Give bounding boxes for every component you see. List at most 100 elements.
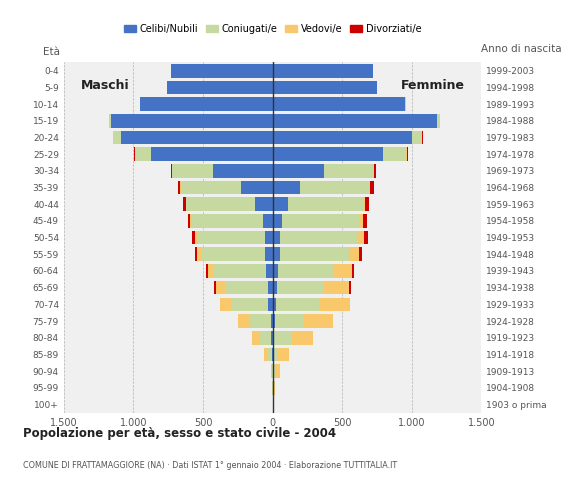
Bar <box>363 197 365 211</box>
Bar <box>111 114 273 128</box>
Bar <box>406 147 407 161</box>
Legend: Celibi/Nubili, Coniugati/e, Vedovi/e, Divorziati/e: Celibi/Nubili, Coniugati/e, Vedovi/e, Di… <box>120 20 425 38</box>
Bar <box>195 248 197 261</box>
Bar <box>324 281 349 295</box>
Text: COMUNE DI FRATTAMAGGIORE (NA) · Dati ISTAT 1° gennaio 2004 · Elaborazione TUTTIT: COMUNE DI FRATTAMAGGIORE (NA) · Dati IST… <box>23 461 397 470</box>
Bar <box>274 331 291 345</box>
Bar <box>360 214 363 228</box>
Bar <box>260 331 271 345</box>
Bar <box>275 314 303 328</box>
Bar <box>363 214 367 228</box>
Bar <box>278 348 289 361</box>
Bar <box>383 147 406 161</box>
Bar <box>140 97 273 111</box>
Bar <box>412 131 422 144</box>
Bar <box>278 264 334 278</box>
Bar <box>264 348 269 361</box>
Bar <box>171 164 172 178</box>
Bar <box>192 231 195 244</box>
Bar <box>265 248 273 261</box>
Bar <box>358 231 364 244</box>
Bar <box>197 248 201 261</box>
Bar <box>263 214 273 228</box>
Bar <box>188 214 190 228</box>
Bar <box>273 281 277 295</box>
Bar <box>352 264 354 278</box>
Bar <box>273 164 324 178</box>
Bar <box>349 281 350 295</box>
Bar <box>206 264 208 278</box>
Bar <box>273 114 437 128</box>
Bar <box>374 164 376 178</box>
Bar <box>269 348 272 361</box>
Bar <box>231 298 269 311</box>
Bar <box>186 197 255 211</box>
Bar <box>190 214 192 228</box>
Bar <box>274 348 278 361</box>
Bar <box>273 331 274 345</box>
Bar <box>109 114 111 128</box>
Bar <box>213 164 273 178</box>
Bar <box>282 214 360 228</box>
Bar <box>241 180 273 194</box>
Bar <box>220 298 231 311</box>
Bar <box>177 180 180 194</box>
Bar <box>181 180 241 194</box>
Bar <box>271 364 273 378</box>
Bar <box>370 180 374 194</box>
Bar <box>272 381 273 395</box>
Bar <box>171 64 273 78</box>
Text: Maschi: Maschi <box>81 79 129 92</box>
Bar <box>214 281 216 295</box>
Bar <box>183 197 186 211</box>
Bar <box>266 264 273 278</box>
Bar <box>172 164 213 178</box>
Bar <box>151 147 273 161</box>
Bar <box>407 147 408 161</box>
Bar <box>121 131 273 144</box>
Bar <box>300 180 369 194</box>
Bar <box>201 248 265 261</box>
Bar <box>324 164 373 178</box>
Bar <box>273 180 300 194</box>
Bar <box>272 348 273 361</box>
Bar <box>273 381 276 395</box>
Bar <box>273 364 275 378</box>
Bar <box>273 64 373 78</box>
Bar <box>255 197 273 211</box>
Bar <box>280 231 358 244</box>
Bar <box>288 197 363 211</box>
Bar <box>273 131 412 144</box>
Bar <box>369 180 370 194</box>
Bar <box>273 314 275 328</box>
Text: Popolazione per età, sesso e stato civile - 2004: Popolazione per età, sesso e stato civil… <box>23 427 336 440</box>
Bar <box>167 81 273 94</box>
Bar <box>113 131 121 144</box>
Bar <box>252 331 260 345</box>
Bar <box>214 264 266 278</box>
Bar <box>276 298 319 311</box>
Bar <box>273 97 405 111</box>
Bar <box>249 314 270 328</box>
Bar <box>197 231 265 244</box>
Bar <box>319 298 350 311</box>
Bar <box>216 281 224 295</box>
Bar <box>437 114 440 128</box>
Bar <box>270 314 273 328</box>
Bar <box>208 264 214 278</box>
Bar <box>224 281 268 295</box>
Bar <box>269 298 273 311</box>
Bar <box>192 214 263 228</box>
Bar <box>135 147 151 161</box>
Bar <box>273 348 274 361</box>
Bar <box>273 298 276 311</box>
Bar <box>265 231 273 244</box>
Bar <box>291 331 313 345</box>
Bar <box>238 314 249 328</box>
Bar <box>271 331 273 345</box>
Bar <box>364 231 368 244</box>
Bar <box>273 264 278 278</box>
Bar <box>275 364 280 378</box>
Bar <box>334 264 352 278</box>
Bar <box>195 231 197 244</box>
